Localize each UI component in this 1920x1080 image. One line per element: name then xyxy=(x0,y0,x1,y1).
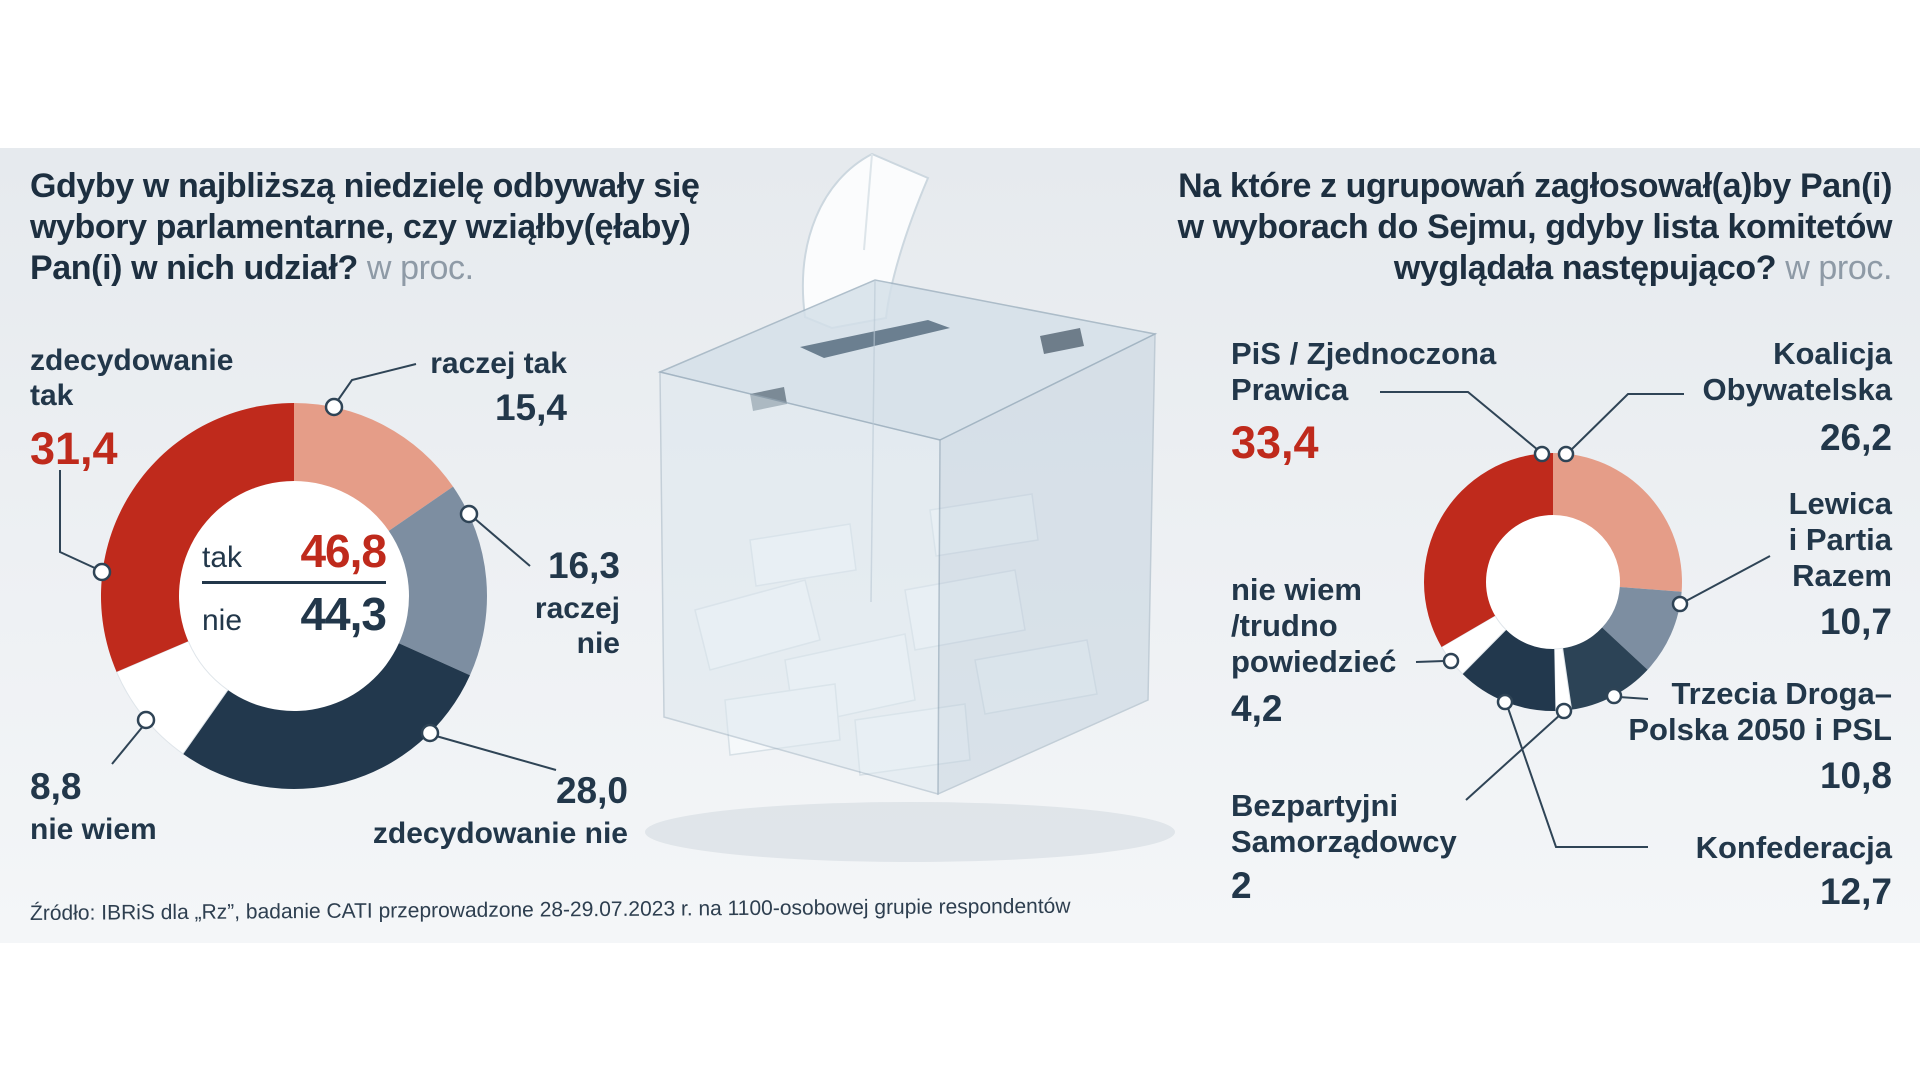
callout-label: Razem xyxy=(1792,557,1892,593)
callout-label: zdecydowanie xyxy=(30,344,234,377)
question-line: Na które z ugrupowań zagłosował(a)by Pan… xyxy=(1178,167,1892,205)
callout-raczej-nie: 16,3 raczej nie xyxy=(528,545,620,662)
callout-label: powiedzieć xyxy=(1231,643,1397,679)
callout-label: nie wiem xyxy=(1231,572,1362,607)
callout-value: 2 xyxy=(1231,864,1252,906)
callout-label: zdecydowanie nie xyxy=(372,816,628,850)
callout-label: Lewica xyxy=(1788,486,1892,521)
left-question: Gdyby w najbliższą niedzielę odbywały si… xyxy=(30,166,700,289)
question-line-bold: Pan(i) w nich udział? xyxy=(30,249,358,287)
ballot-box-clamp-right xyxy=(1040,328,1084,354)
center-divider xyxy=(202,581,386,584)
callout-pis: PiS / Zjednoczona Prawica 33,4 xyxy=(1231,336,1496,469)
callout-label: /trudno xyxy=(1231,607,1338,643)
question-line: wyglądała następująco? w proc. xyxy=(1178,248,1893,289)
unit-note: w proc. xyxy=(357,249,474,287)
callout-label: Polska 2050 i PSL xyxy=(1628,711,1892,747)
callout-nie-wiem: 8,8 nie wiem xyxy=(30,766,157,848)
center-row-tak: tak 46,8 xyxy=(202,524,387,578)
callout-label: raczej tak xyxy=(430,347,567,380)
question-line: wybory parlamentarne, czy wziąłby(ęłaby) xyxy=(30,208,691,246)
callout-label: Konfederacja xyxy=(1695,830,1892,865)
right-question: Na które z ugrupowań zagłosował(a)by Pan… xyxy=(1177,166,1893,289)
callout-value: 31,4 xyxy=(30,422,118,474)
callout-raczej-tak: raczej tak 15,4 xyxy=(422,347,567,430)
question-line: Pan(i) w nich udział? w proc. xyxy=(30,248,699,289)
callout-label: nie wiem xyxy=(30,812,157,846)
question-line: w wyborach do Sejmu, gdyby lista komitet… xyxy=(1177,208,1893,246)
question-line-bold: wyglądała następująco? xyxy=(1393,249,1777,287)
callout-trzecia-droga: Trzecia Droga– Polska 2050 i PSL 10,8 xyxy=(1628,676,1892,798)
ballot-box-illustration xyxy=(645,152,1175,862)
center-label-tak: tak xyxy=(202,541,243,574)
left-donut-center: tak 46,8 nie 44,3 xyxy=(202,524,387,641)
callout-label: raczej xyxy=(534,591,620,625)
callout-nie-wiem-right: nie wiem /trudno powiedzieć 4,2 xyxy=(1231,572,1396,731)
callout-label: Trzecia Droga– xyxy=(1671,676,1892,711)
callout-value: 28,0 xyxy=(555,770,628,811)
callout-value: 15,4 xyxy=(494,386,567,428)
center-row-nie: nie 44,3 xyxy=(202,587,387,641)
callout-label: Prawica xyxy=(1231,371,1349,407)
callout-value: 16,3 xyxy=(547,545,620,586)
callout-zdecydowanie-nie: 28,0 zdecydowanie nie xyxy=(368,770,628,852)
unit-note: w proc. xyxy=(1776,249,1892,287)
callout-value: 10,7 xyxy=(1819,600,1892,642)
ballot-box-front-face xyxy=(659,371,941,795)
callout-value: 10,8 xyxy=(1819,754,1892,796)
callout-zdecydowanie-tak: zdecydowanie tak 31,4 xyxy=(30,344,233,475)
callout-label: i Partia xyxy=(1788,521,1892,557)
callout-value: 8,8 xyxy=(30,766,82,807)
callout-bezpartyjni: Bezpartyjni Samorządowcy 2 xyxy=(1231,788,1457,908)
center-value-tak: 46,8 xyxy=(300,525,387,577)
callout-label: Bezpartyjni xyxy=(1231,788,1399,823)
callout-label: PiS / Zjednoczona xyxy=(1231,336,1497,371)
paper-fold-line xyxy=(863,153,873,251)
callout-label: Samorządowcy xyxy=(1231,823,1457,859)
callout-value: 12,7 xyxy=(1819,870,1892,912)
callout-label: nie xyxy=(576,626,620,660)
callout-label: tak xyxy=(30,378,74,412)
center-label-nie: nie xyxy=(202,604,243,637)
callout-value: 4,2 xyxy=(1231,687,1283,729)
callout-label: Koalicja xyxy=(1773,336,1892,371)
center-value-nie: 44,3 xyxy=(300,588,387,640)
callout-konfederacja: Konfederacja 12,7 xyxy=(1696,830,1892,914)
callout-lewica: Lewica i Partia Razem 10,7 xyxy=(1789,486,1892,644)
callout-value: 33,4 xyxy=(1231,416,1319,468)
ballot-box-back-edge xyxy=(870,279,876,603)
callout-value: 26,2 xyxy=(1819,416,1892,458)
ballot-box-shadow xyxy=(645,802,1175,862)
callout-label: Obywatelska xyxy=(1702,371,1892,407)
callout-koalicja: Koalicja Obywatelska 26,2 xyxy=(1702,336,1892,460)
question-line: Gdyby w najbliższą niedzielę odbywały si… xyxy=(30,167,700,205)
